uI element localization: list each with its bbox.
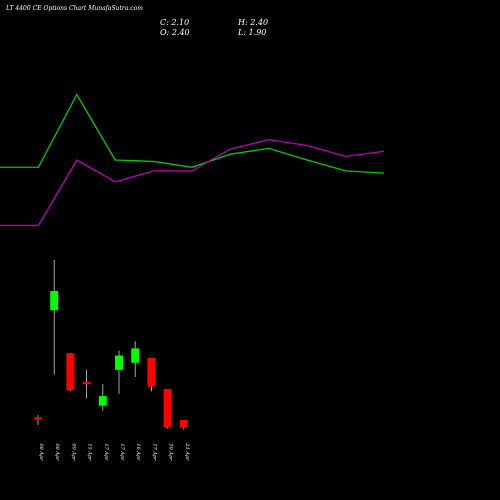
candle-body <box>82 381 91 385</box>
candle-body <box>98 396 107 406</box>
candle-body <box>34 417 42 420</box>
candle-body <box>50 291 59 311</box>
candle-body <box>179 420 188 428</box>
candle-body <box>131 348 140 363</box>
date-label: 08 Apr <box>54 443 60 461</box>
candle-body <box>163 389 172 428</box>
close-label: C: <box>160 18 169 27</box>
high-readout: H: 2.40 <box>238 18 268 27</box>
open-readout: O: 2.40 <box>160 28 190 37</box>
candle-body <box>147 357 156 387</box>
date-label: 21 Apr <box>184 442 190 461</box>
candles <box>34 260 188 430</box>
close-readout: C: 2.10 <box>160 18 189 27</box>
candle-body <box>66 353 75 391</box>
date-label: 17 Apr <box>151 443 157 461</box>
date-label: 17 Apr <box>119 443 125 461</box>
date-label: 15 Apr <box>87 443 93 461</box>
magenta-line <box>0 138 385 227</box>
low-value: 1.90 <box>248 28 267 37</box>
date-label: 09 Apr <box>70 443 76 461</box>
green-line <box>0 93 385 174</box>
overlay-lines <box>0 93 385 227</box>
date-label: 20 Apr <box>168 442 174 461</box>
close-value: 2.10 <box>171 18 190 27</box>
candle-body <box>115 355 123 370</box>
low-readout: L: 1.90 <box>238 28 266 37</box>
date-label: 08 Apr <box>38 443 44 461</box>
date-label: 17 Apr <box>103 443 109 461</box>
open-label: O: <box>160 28 170 37</box>
high-value: 2.40 <box>250 18 269 27</box>
chart-title: LT 4400 CE Options Chart MunafaSutra.com <box>6 5 143 12</box>
date-labels: 08 Apr 08 Apr 09 Apr 15 Apr 17 Apr 17 Apr 16 A… <box>38 442 190 461</box>
date-label: 16 Apr <box>135 443 141 461</box>
open-value: 2.40 <box>171 28 190 37</box>
low-label: L: <box>238 28 247 37</box>
high-label: H: <box>238 18 248 27</box>
